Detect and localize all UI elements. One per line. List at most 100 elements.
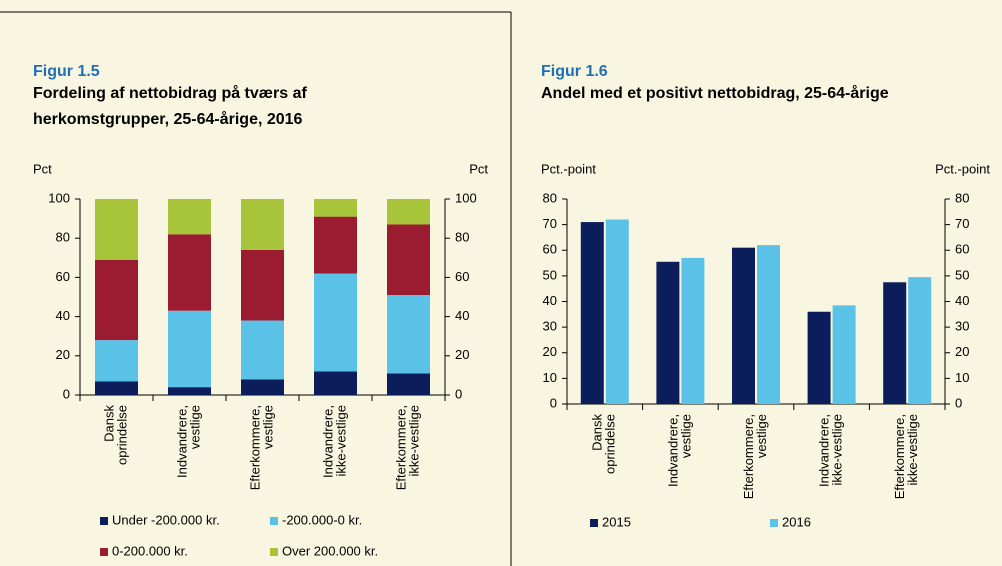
y2-tick-label: 20 bbox=[955, 344, 969, 359]
x-tick-label: ikke-vestlige bbox=[333, 405, 348, 477]
bar bbox=[908, 277, 932, 404]
x-tick-label: Indvandrere, bbox=[320, 405, 335, 478]
bar bbox=[883, 282, 907, 404]
y2-axis-label: Pct bbox=[469, 161, 488, 176]
x-tick-label: oprindelse bbox=[603, 414, 618, 474]
y-tick-label: 80 bbox=[543, 190, 557, 205]
x-tick-label: Dansk bbox=[101, 405, 116, 442]
y-tick-label: 30 bbox=[543, 319, 557, 334]
bar bbox=[681, 257, 705, 404]
bar bbox=[732, 247, 755, 404]
bar-segment bbox=[95, 259, 138, 341]
bar-segment bbox=[314, 371, 357, 395]
bar-segment bbox=[241, 249, 284, 321]
bar-segment bbox=[387, 199, 430, 225]
y2-tick-label: 60 bbox=[455, 269, 469, 284]
bar-segment bbox=[314, 273, 357, 372]
legend-label: 2015 bbox=[602, 514, 631, 529]
x-tick-label: Efterkommere, bbox=[393, 405, 408, 490]
y-tick-label: 80 bbox=[56, 230, 70, 245]
bar bbox=[832, 305, 856, 404]
bar-segment bbox=[95, 199, 138, 260]
legend-label: 0-200.000 kr. bbox=[112, 543, 188, 558]
legend-swatch bbox=[100, 517, 108, 525]
y2-axis-label: Pct.-point bbox=[935, 161, 990, 176]
x-tick-label: oprindelse bbox=[114, 405, 129, 465]
x-tick-label: Indvandrere, bbox=[817, 414, 832, 487]
x-tick-label: Dansk bbox=[590, 414, 605, 451]
x-tick-label: vestlige bbox=[260, 405, 275, 449]
bar-segment bbox=[168, 199, 211, 235]
y-tick-label: 0 bbox=[550, 395, 557, 410]
y-axis-label: Pct.-point bbox=[541, 161, 596, 176]
bar-segment bbox=[387, 373, 430, 395]
legend-swatch bbox=[270, 548, 278, 556]
y2-tick-label: 40 bbox=[955, 293, 969, 308]
bar-segment bbox=[314, 199, 357, 217]
y-axis-label: Pct bbox=[33, 161, 52, 176]
figure-label: Figur 1.5 bbox=[33, 63, 100, 80]
y2-tick-label: 60 bbox=[955, 242, 969, 257]
x-tick-label: vestlige bbox=[678, 414, 693, 458]
x-tick-label: vestlige bbox=[187, 405, 202, 449]
bar-segment bbox=[168, 234, 211, 311]
bar bbox=[757, 245, 780, 404]
bar-segment bbox=[168, 310, 211, 388]
y2-tick-label: 10 bbox=[955, 370, 969, 385]
y2-tick-label: 80 bbox=[955, 190, 969, 205]
y-tick-label: 20 bbox=[543, 344, 557, 359]
y2-tick-label: 80 bbox=[455, 230, 469, 245]
bar-segment bbox=[241, 320, 284, 380]
y-tick-label: 70 bbox=[543, 216, 557, 231]
bar-segment bbox=[387, 295, 430, 374]
y2-tick-label: 0 bbox=[955, 395, 962, 410]
x-tick-label: ikke-vestlige bbox=[406, 405, 421, 477]
y-tick-label: 60 bbox=[543, 242, 557, 257]
chart-title: herkomstgrupper, 25-64-årige, 2016 bbox=[33, 110, 303, 128]
legend-swatch bbox=[590, 519, 598, 527]
y-tick-label: 40 bbox=[543, 293, 557, 308]
legend-label: -200.000-0 kr. bbox=[282, 512, 362, 527]
y-tick-label: 100 bbox=[48, 190, 70, 205]
y2-tick-label: 40 bbox=[455, 308, 469, 323]
x-tick-label: Efterkommere, bbox=[892, 414, 907, 499]
x-tick-label: Efterkommere, bbox=[741, 414, 756, 499]
x-tick-label: ikke-vestlige bbox=[905, 414, 920, 486]
figure-label: Figur 1.6 bbox=[541, 63, 608, 80]
legend-label: Under -200.000 kr. bbox=[112, 512, 220, 527]
bar-segment bbox=[95, 340, 138, 382]
x-tick-label: Indvandrere, bbox=[174, 405, 189, 478]
y2-tick-label: 20 bbox=[455, 347, 469, 362]
legend-swatch bbox=[100, 548, 108, 556]
y-tick-label: 60 bbox=[56, 269, 70, 284]
x-tick-label: Indvandrere, bbox=[665, 414, 680, 487]
bar-segment bbox=[314, 216, 357, 274]
y-tick-label: 50 bbox=[543, 267, 557, 282]
bar bbox=[580, 222, 604, 404]
y2-tick-label: 50 bbox=[955, 267, 969, 282]
legend-label: 2016 bbox=[782, 514, 811, 529]
x-tick-label: ikke-vestlige bbox=[830, 414, 845, 486]
bar bbox=[605, 219, 629, 404]
legend-swatch bbox=[270, 517, 278, 525]
x-tick-label: Efterkommere, bbox=[247, 405, 262, 490]
bar-segment bbox=[95, 381, 138, 395]
bar bbox=[656, 261, 680, 404]
y2-tick-label: 30 bbox=[955, 319, 969, 334]
y-tick-label: 0 bbox=[63, 386, 70, 401]
x-tick-label: vestlige bbox=[754, 414, 769, 458]
y-tick-label: 40 bbox=[56, 308, 70, 323]
bar-segment bbox=[168, 387, 211, 395]
chart-title: Fordeling af nettobidrag på tværs af bbox=[33, 84, 307, 102]
y2-tick-label: 0 bbox=[455, 386, 462, 401]
bar bbox=[807, 311, 831, 404]
chart-title: Andel med et positivt nettobidrag, 25-64… bbox=[541, 84, 889, 102]
legend-label: Over 200.000 kr. bbox=[282, 543, 378, 558]
y2-tick-label: 70 bbox=[955, 216, 969, 231]
bar-segment bbox=[387, 224, 430, 296]
legend-swatch bbox=[770, 519, 778, 527]
bar-segment bbox=[241, 379, 284, 395]
y-tick-label: 10 bbox=[543, 370, 557, 385]
